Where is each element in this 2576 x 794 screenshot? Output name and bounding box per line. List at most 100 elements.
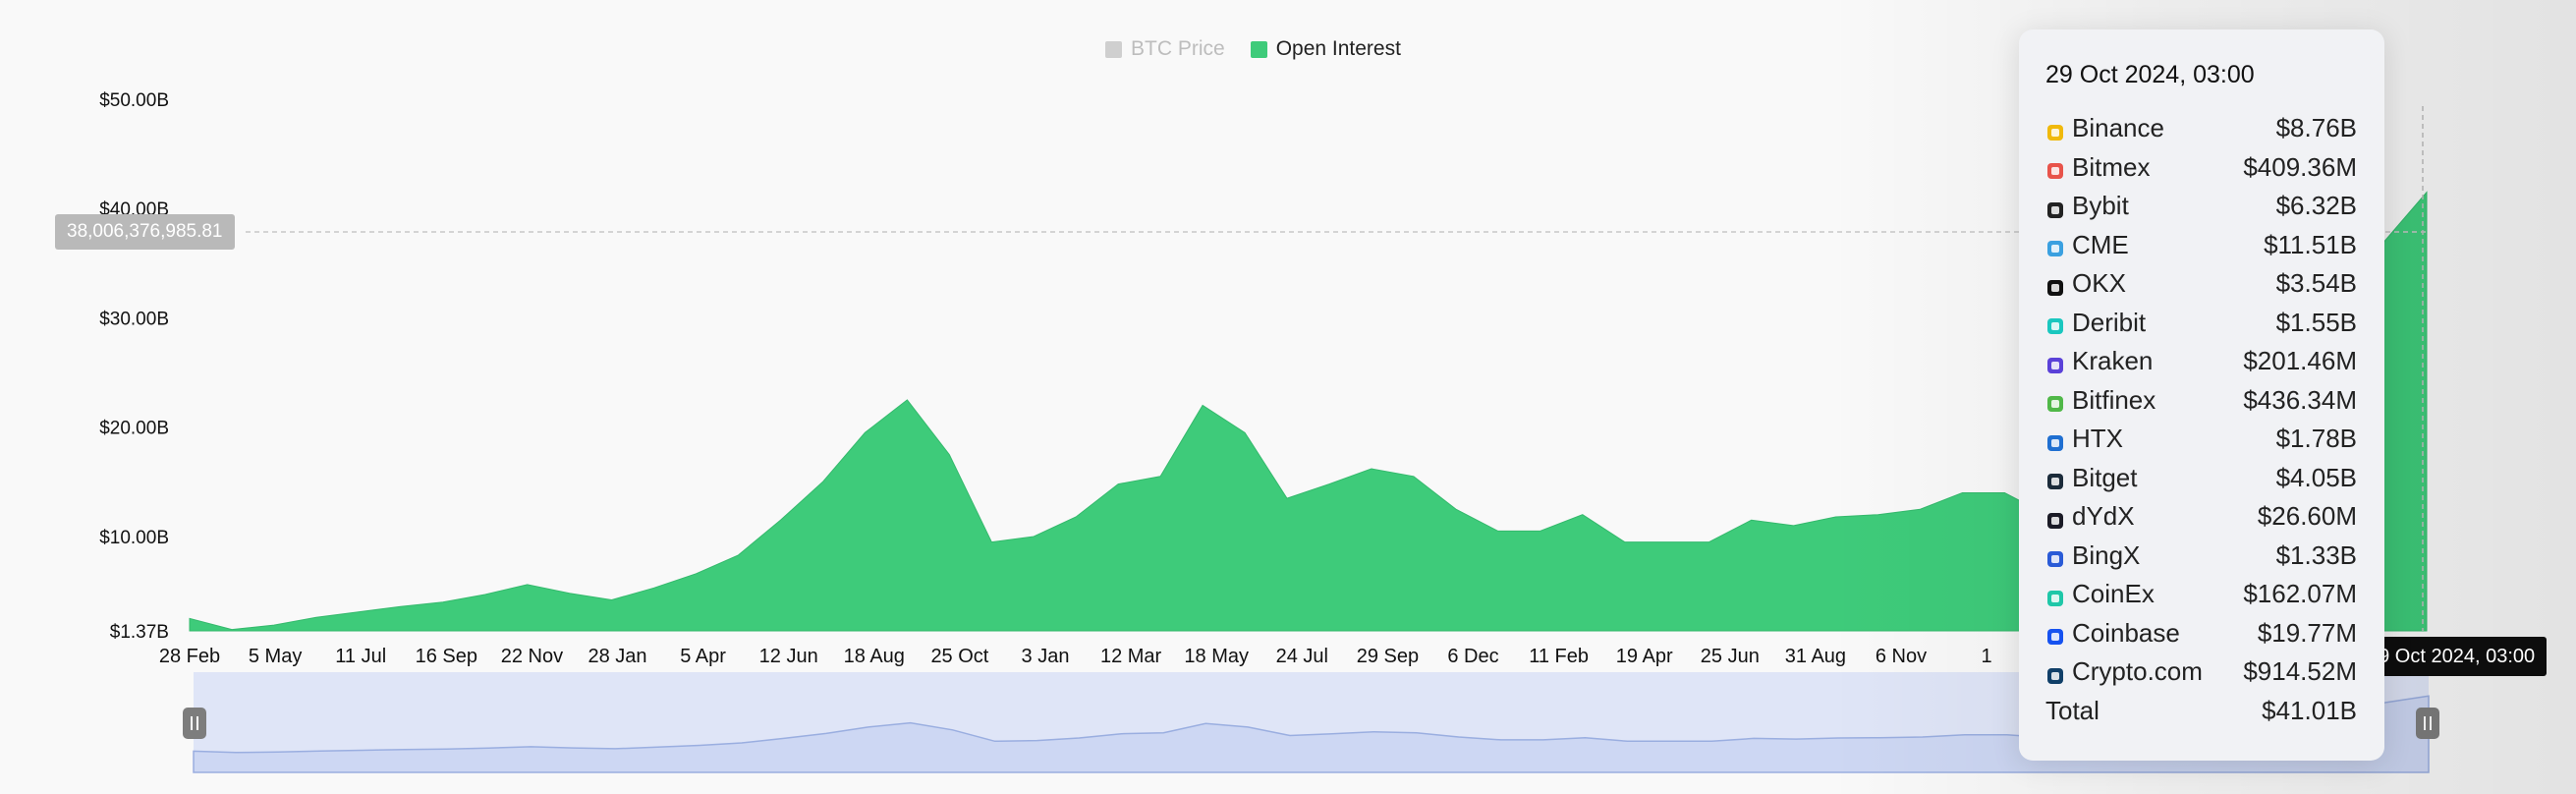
legend-item-open-interest[interactable]: Open Interest bbox=[1250, 37, 1401, 61]
bitmex-icon bbox=[2045, 157, 2065, 180]
x-tick-label: 25 Jun bbox=[1701, 646, 1760, 667]
kraken-icon bbox=[2045, 352, 2065, 373]
tooltip-exchange-value: $26.60M bbox=[2257, 501, 2357, 532]
tooltip-exchange-value: $201.46M bbox=[2243, 346, 2357, 376]
okx-icon bbox=[2045, 274, 2065, 296]
x-tick-label: 19 Apr bbox=[1616, 646, 1673, 667]
tooltip-row-bybit: Bybit $6.32B bbox=[2045, 187, 2357, 226]
tooltip-exchange-value: $8.76B bbox=[2275, 113, 2357, 143]
cme-icon bbox=[2045, 235, 2065, 257]
x-tick-label: 31 Aug bbox=[1785, 646, 1846, 667]
tooltip-exchange-name: CME bbox=[2072, 229, 2129, 259]
exchange-tooltip: 29 Oct 2024, 03:00 Binance $8.76B Bitmex $4… bbox=[2019, 29, 2384, 761]
tooltip-exchange-value: $914.52M bbox=[2243, 656, 2357, 687]
tooltip-row-coinex: CoinEx $162.07M bbox=[2045, 575, 2357, 614]
tooltip-exchange-value: $6.32B bbox=[2275, 191, 2357, 221]
tooltip-title: 29 Oct 2024, 03:00 bbox=[2045, 61, 2255, 88]
x-tick-label: 28 Feb bbox=[159, 646, 220, 667]
legend-swatch-btc-price bbox=[1105, 40, 1122, 58]
tooltip-row-coinbase: Coinbase $19.77M bbox=[2045, 614, 2357, 653]
x-tick-label: 6 Dec bbox=[1447, 646, 1498, 667]
tooltip-exchange-name: Binance bbox=[2072, 113, 2164, 143]
y-tick-label: $50.00B bbox=[99, 90, 169, 111]
tooltip-exchange-name: Coinbase bbox=[2072, 617, 2180, 648]
tooltip-exchange-name: HTX bbox=[2072, 424, 2123, 454]
bitget-icon bbox=[2045, 468, 2065, 490]
x-tick-label: 11 Jul bbox=[335, 646, 386, 667]
x-tick-label: 18 Aug bbox=[844, 646, 905, 667]
coinex-icon bbox=[2045, 585, 2065, 606]
tooltip-exchange-value: $436.34M bbox=[2243, 384, 2357, 415]
legend-item-btc-price[interactable]: BTC Price bbox=[1105, 37, 1225, 61]
tooltip-exchange-value: $19.77M bbox=[2257, 617, 2357, 648]
tooltip-total-row: Total $41.01B bbox=[2045, 692, 2357, 731]
tooltip-exchange-name: Kraken bbox=[2072, 346, 2154, 376]
legend-label-open-interest: Open Interest bbox=[1275, 37, 1401, 60]
tooltip-row-crypto-com: Crypto.com $914.52M bbox=[2045, 652, 2357, 692]
tooltip-exchange-name: Bitmex bbox=[2072, 151, 2151, 182]
deribit-icon bbox=[2045, 312, 2065, 335]
coinbase-icon bbox=[2045, 623, 2065, 646]
y-tick-label: $1.37B bbox=[110, 622, 169, 643]
tooltip-exchange-name: OKX bbox=[2072, 268, 2126, 299]
y-tick-label: $30.00B bbox=[99, 309, 169, 329]
tooltip-exchange-name: Crypto.com bbox=[2072, 656, 2203, 687]
tooltip-exchange-value: $1.78B bbox=[2275, 424, 2357, 454]
x-tick-label: 6 Nov bbox=[1876, 646, 1927, 667]
tooltip-exchange-name: BingX bbox=[2072, 539, 2141, 570]
tooltip-exchange-value: $3.54B bbox=[2275, 268, 2357, 299]
tooltip-total-label: Total bbox=[2045, 695, 2100, 725]
tooltip-rows: Binance $8.76B Bitmex $409.36M Bybit $6.32B CM… bbox=[2045, 109, 2357, 692]
x-tick-label: 24 Jul bbox=[1276, 646, 1328, 667]
tooltip-exchange-name: dYdX bbox=[2072, 501, 2135, 532]
chart-legend: BTC Price Open Interest bbox=[1105, 37, 1401, 61]
tooltip-row-okx: OKX $3.54B bbox=[2045, 264, 2357, 304]
tooltip-row-cme: CME $11.51B bbox=[2045, 226, 2357, 265]
tooltip-row-deribit: Deribit $1.55B bbox=[2045, 304, 2357, 343]
crosshair-y-label: 38,006,376,985.81 bbox=[55, 214, 235, 250]
crosshair-time-label: 29 Oct 2024, 03:00 bbox=[2356, 637, 2548, 676]
tooltip-row-bingx: BingX $1.33B bbox=[2045, 537, 2357, 576]
x-tick-label: 22 Nov bbox=[501, 646, 563, 667]
tooltip-total-value: $41.01B bbox=[2262, 695, 2357, 725]
x-tick-label: 16 Sep bbox=[416, 646, 477, 667]
x-tick-label: 11 Feb bbox=[1529, 646, 1589, 667]
tooltip-row-binance: Binance $8.76B bbox=[2045, 109, 2357, 148]
tooltip-exchange-value: $1.55B bbox=[2275, 307, 2357, 337]
tooltip-row-bitget: Bitget $4.05B bbox=[2045, 459, 2357, 498]
navigator-handle-right[interactable] bbox=[2416, 708, 2439, 739]
x-tick-label: 12 Mar bbox=[1100, 646, 1162, 667]
tooltip-exchange-value: $4.05B bbox=[2275, 462, 2357, 492]
tooltip-exchange-name: Deribit bbox=[2072, 307, 2147, 337]
cryptocom-icon bbox=[2045, 662, 2065, 684]
tooltip-exchange-name: Bitget bbox=[2072, 462, 2138, 492]
dydx-icon bbox=[2045, 507, 2065, 529]
tooltip-row-dydx: dYdX $26.60M bbox=[2045, 497, 2357, 537]
bitfinex-icon bbox=[2045, 390, 2065, 413]
x-tick-label: 25 Oct bbox=[930, 646, 988, 667]
tooltip-row-htx: HTX $1.78B bbox=[2045, 420, 2357, 459]
x-tick-label: 18 May bbox=[1184, 646, 1249, 667]
bybit-icon bbox=[2045, 197, 2065, 218]
htx-icon bbox=[2045, 429, 2065, 451]
tooltip-row-bitfinex: Bitfinex $436.34M bbox=[2045, 381, 2357, 421]
tooltip-row-kraken: Kraken $201.46M bbox=[2045, 342, 2357, 381]
x-tick-label: 29 Sep bbox=[1357, 646, 1419, 667]
tooltip-exchange-value: $409.36M bbox=[2243, 151, 2357, 182]
x-tick-label: 5 Apr bbox=[680, 646, 726, 667]
legend-label-btc-price: BTC Price bbox=[1131, 37, 1225, 60]
tooltip-exchange-value: $11.51B bbox=[2264, 229, 2357, 259]
x-tick-label: 12 Jun bbox=[759, 646, 818, 667]
navigator-handle-left[interactable] bbox=[183, 708, 206, 739]
tooltip-exchange-name: Bybit bbox=[2072, 191, 2129, 221]
x-tick-label: 5 May bbox=[249, 646, 302, 667]
x-tick-label: 28 Jan bbox=[588, 646, 646, 667]
legend-swatch-open-interest bbox=[1250, 40, 1267, 58]
y-tick-label: $10.00B bbox=[99, 528, 169, 548]
tooltip-exchange-value: $162.07M bbox=[2243, 579, 2357, 609]
tooltip-exchange-name: CoinEx bbox=[2072, 579, 2155, 609]
tooltip-exchange-value: $1.33B bbox=[2275, 539, 2357, 570]
x-tick-label: 1 bbox=[1982, 646, 1992, 667]
binance-icon bbox=[2045, 119, 2065, 141]
